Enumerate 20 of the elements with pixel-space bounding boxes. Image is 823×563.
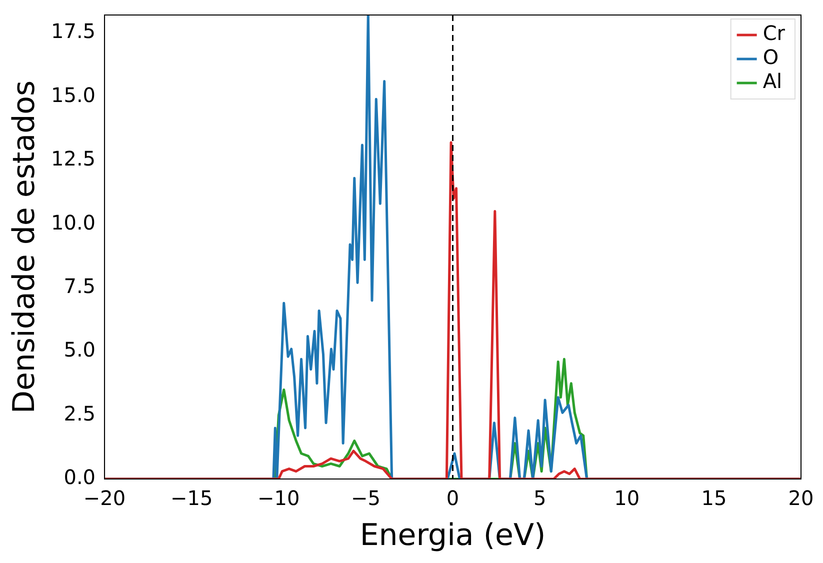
y-tick-label: 15.0 [51, 82, 96, 107]
x-tick-label: 15 [701, 486, 727, 510]
y-tick-label: 17.5 [51, 19, 96, 44]
y-tick-label: 2.5 [64, 401, 96, 426]
y-tick-label: 7.5 [64, 274, 96, 298]
x-tick-label: −5 [350, 486, 380, 510]
x-axis-title: Energia (eV) [360, 518, 546, 553]
x-tick-label: 10 [614, 486, 640, 510]
x-tick-label: −10 [258, 486, 300, 510]
x-tick-label: 0 [446, 486, 460, 510]
y-tick-label: 5.0 [64, 338, 96, 362]
y-tick-label: 12.5 [51, 146, 96, 171]
x-tick-label: 20 [788, 486, 814, 510]
y-tick-label: 10.0 [51, 210, 96, 234]
legend-label: Cr [762, 21, 786, 46]
y-axis-title: Densidade de estados [6, 80, 42, 414]
legend-label: Al [762, 69, 782, 94]
x-tick-label: 5 [533, 486, 546, 510]
x-tick-label: −15 [170, 486, 213, 510]
legend-label: O [762, 45, 779, 70]
